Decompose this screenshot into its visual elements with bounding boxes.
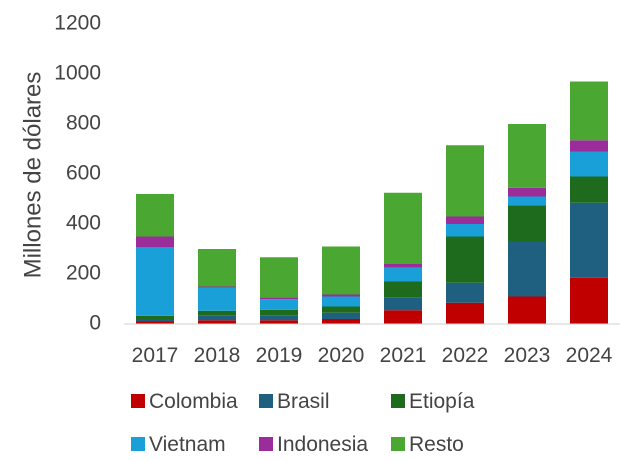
bar-segment [570,176,608,203]
x-tick-label: 2020 [318,344,365,367]
bar-segment [198,315,236,321]
x-tick-label: 2021 [380,344,427,367]
bar-segment [570,81,608,141]
legend-label: Vietnam [149,433,226,456]
legend-swatch [259,437,273,451]
bar-segment [384,192,422,264]
y-tick-label: 400 [66,212,101,235]
bar-segment [322,246,360,295]
bar-segment [322,319,360,324]
bar-segment [322,294,360,297]
y-tick-label: 1000 [54,62,101,85]
y-tick-label: 0 [89,312,101,335]
y-axis-label: Millones de dólares [19,72,46,279]
bar-segment [570,151,608,177]
bar-segment [260,320,298,324]
bar-segment [508,187,546,197]
bar-segment [198,249,236,287]
bar-segment [322,312,360,319]
x-tick-label: 2023 [504,344,551,367]
bar-segment [570,140,608,152]
y-tick-label: 1200 [54,12,101,35]
legend-label: Brasil [277,390,330,413]
x-tick-label: 2022 [442,344,489,367]
bar-segment [446,224,484,237]
bar-segment [198,287,236,311]
y-tick-label: 200 [66,262,101,285]
legend-swatch [391,394,405,408]
legend-swatch [259,394,273,408]
legend-swatch [131,394,145,408]
bar-segment [198,320,236,324]
x-tick-label: 2017 [132,344,179,367]
x-tick-label: 2019 [256,344,303,367]
x-tick-labels: 2017 2018 2019 2020 2021 2022 2023 2024 [132,344,613,367]
bar-segment [136,247,174,316]
bar-segment [446,282,484,303]
bar-segment [446,145,484,217]
bar-segment [260,257,298,298]
bar-segment [384,264,422,268]
x-tick-label: 2018 [194,344,241,367]
bar-segment [384,281,422,298]
bar-segment [508,205,546,242]
bar-segment [260,309,298,316]
bar-segment [198,286,236,288]
bars [136,81,608,324]
y-tick-label: 600 [66,162,101,185]
bar-segment [384,267,422,282]
legend-swatch [131,437,145,451]
bar-segment [322,306,360,313]
bar-segment [136,319,174,322]
bar-segment [260,297,298,300]
legend-swatch [391,437,405,451]
bar-segment [136,194,174,237]
legend-label: Indonesia [277,433,368,456]
bar-segment [508,296,546,324]
bar-segment [198,310,236,316]
bar-segment [446,216,484,224]
bar-segment [136,315,174,320]
y-tick-labels: 0 200 400 600 800 1000 1200 [54,12,101,335]
bar-segment [136,236,174,247]
bar-segment [384,297,422,311]
bar-segment [322,296,360,307]
legend: Colombia Brasil Etiopía Vietnam Indonesia Res… [131,390,475,456]
bar-segment [508,196,546,206]
y-axis-label-group: Millones de dólares [19,72,46,279]
bar-segment [384,310,422,324]
legend-label: Etiopía [409,390,475,413]
legend-label: Colombia [149,390,238,413]
bar-segment [260,299,298,310]
legend-label: Resto [409,433,464,456]
y-tick-label: 800 [66,112,101,135]
bar-segment [508,241,546,297]
bar-segment [570,277,608,324]
bar-segment [508,124,546,188]
bar-segment [260,315,298,321]
bar-segment [446,236,484,283]
bar-segment [446,302,484,324]
bar-segment [570,202,608,278]
bar-segment [136,321,174,324]
x-tick-label: 2024 [566,344,613,367]
